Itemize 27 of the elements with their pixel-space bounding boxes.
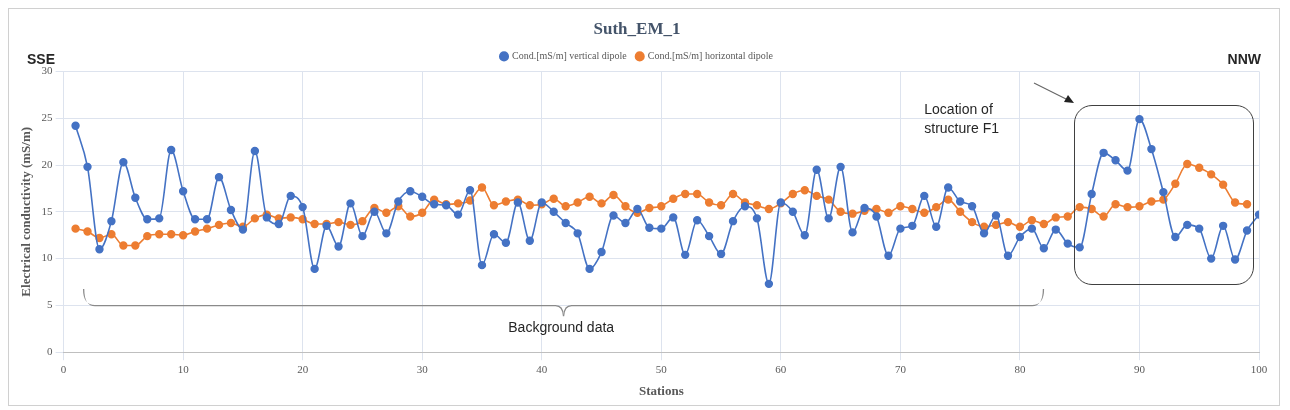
x-axis-title: Stations <box>638 382 684 398</box>
chart-title: Suth_EM_1 <box>593 18 681 38</box>
text: SSE <box>27 51 56 67</box>
annotation: Location of structure F1 <box>924 99 1000 138</box>
legend-label: Cond.[mS/m] vertical dipole <box>512 50 628 62</box>
x-tick-label: 0 <box>60 362 67 375</box>
x-tick-label: 90 <box>1133 362 1146 375</box>
text: NNW <box>1227 51 1261 67</box>
legend-label: Cond.[mS/m] horizontal dipole <box>647 50 774 62</box>
y-tick-label: 30 <box>41 64 54 77</box>
y-tick-label: 25 <box>41 111 54 124</box>
x-tick-label: 10 <box>177 362 190 375</box>
x-tick-label: 40 <box>536 362 548 375</box>
y-tick-label: 0 <box>47 345 54 358</box>
annotation: Background data <box>508 319 615 336</box>
y-tick-label: 10 <box>41 251 54 264</box>
x-tick-label: 60 <box>775 362 787 375</box>
y-axis-title: Electrical conductivity (mS/m) <box>18 126 34 297</box>
x-tick-label: 50 <box>655 362 668 375</box>
x-tick-label: 80 <box>1014 362 1026 375</box>
x-tick-label: 20 <box>297 362 309 375</box>
x-tick-label: 70 <box>894 362 907 375</box>
y-tick-label: 20 <box>41 157 54 170</box>
y-tick-label: 5 <box>47 298 54 311</box>
y-tick-label: 15 <box>41 204 54 217</box>
x-tick-label: 100 <box>1250 362 1268 375</box>
x-tick-label: 30 <box>416 362 429 375</box>
